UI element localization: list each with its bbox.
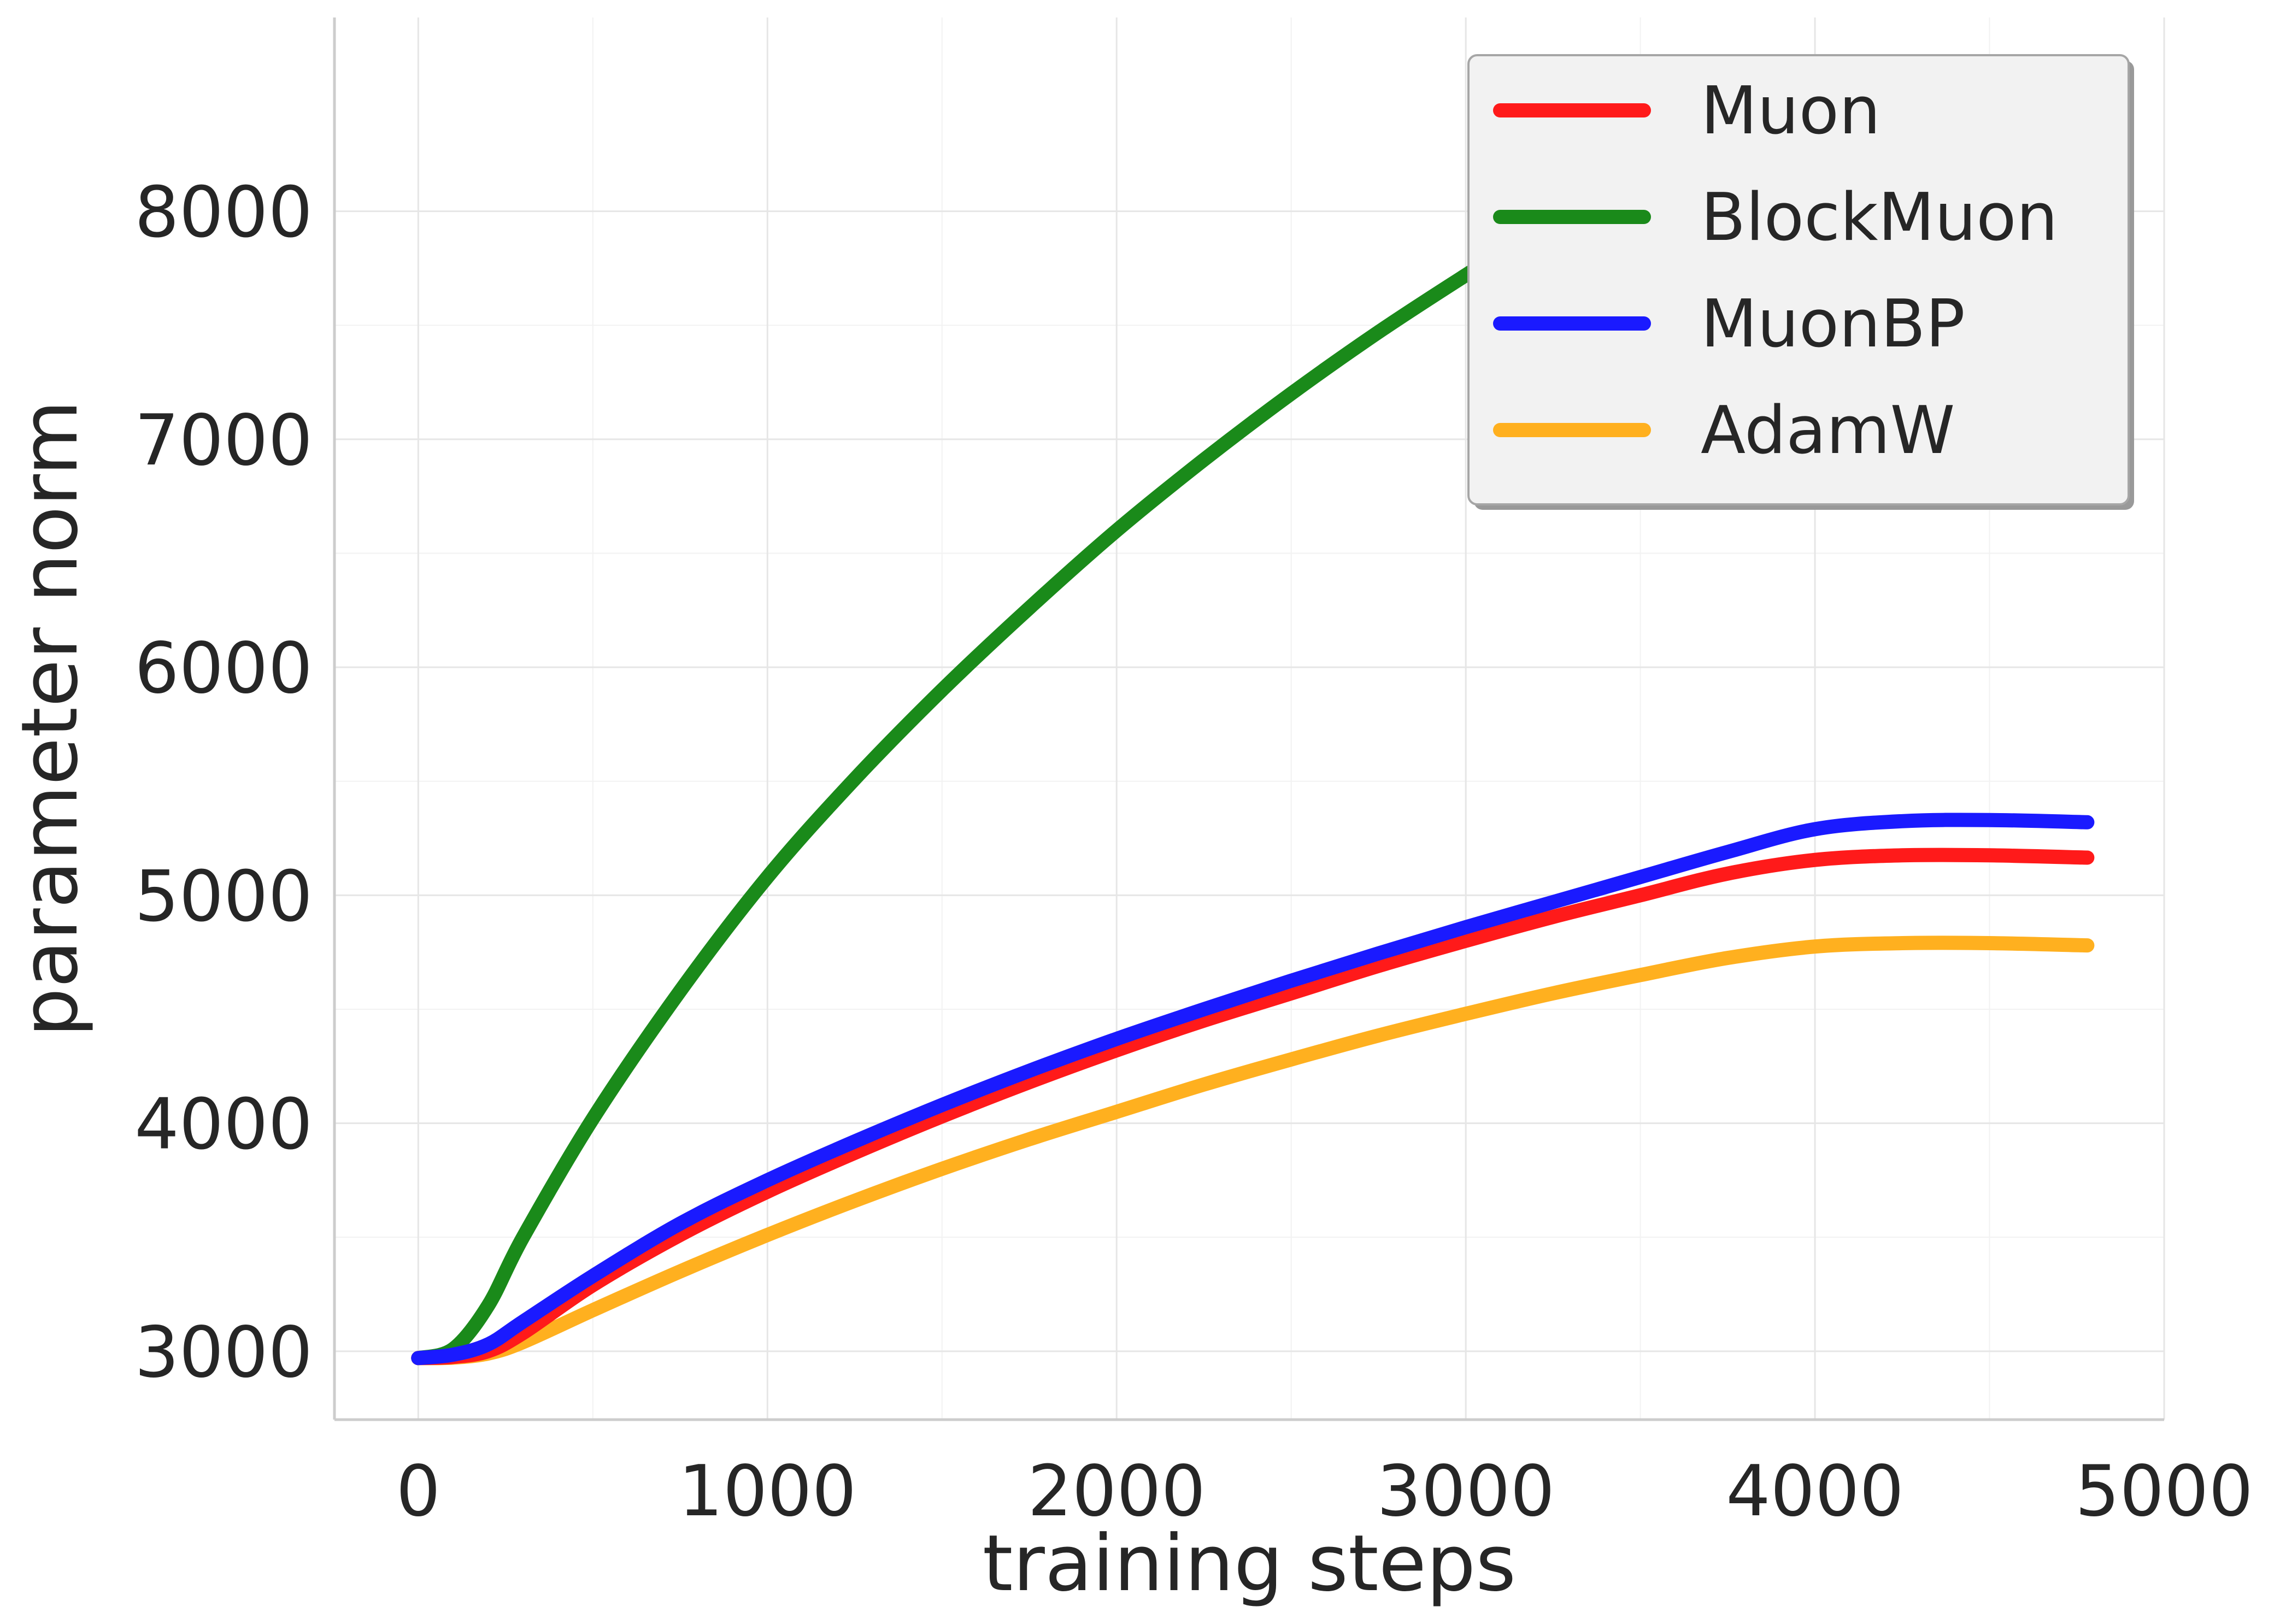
x-tick-labels: 0 1000 2000 3000 4000 5000 xyxy=(396,1451,2253,1532)
x-tick-label: 3000 xyxy=(1377,1451,1555,1532)
y-tick-label: 3000 xyxy=(134,1312,313,1393)
x-tick-label: 1000 xyxy=(678,1451,856,1532)
axes xyxy=(333,17,2164,1421)
y-tick-labels: 3000 4000 5000 6000 7000 8000 xyxy=(134,172,313,1393)
x-tick-label: 0 xyxy=(396,1451,440,1532)
legend-label-blockmuon: BlockMuon xyxy=(1701,180,2058,256)
x-tick-label: 4000 xyxy=(1726,1451,1904,1532)
legend: Muon BlockMuon MuonBP AdamW xyxy=(1467,54,2134,510)
x-axis-title: training steps xyxy=(983,1519,1516,1609)
y-tick-label: 8000 xyxy=(134,172,313,254)
x-tick-label: 2000 xyxy=(1027,1451,1206,1532)
series-line-muonbp xyxy=(411,813,2095,1366)
legend-entries: Muon BlockMuon MuonBP AdamW xyxy=(1493,73,2058,469)
y-tick-label: 4000 xyxy=(134,1084,313,1166)
legend-label-adamw: AdamW xyxy=(1701,393,1955,469)
y-tick-label: 5000 xyxy=(134,856,313,937)
series-line-muon xyxy=(411,848,2095,1366)
legend-box xyxy=(1467,54,2130,505)
y-axis-title: parameter norm xyxy=(5,400,95,1037)
y-tick-label: 7000 xyxy=(134,400,313,481)
legend-label-muonbp: MuonBP xyxy=(1701,286,1965,362)
series-line-adamw xyxy=(411,935,2095,1366)
legend-label-muon: Muon xyxy=(1701,73,1881,149)
x-tick-label: 5000 xyxy=(2075,1451,2253,1532)
y-tick-label: 6000 xyxy=(134,628,313,709)
